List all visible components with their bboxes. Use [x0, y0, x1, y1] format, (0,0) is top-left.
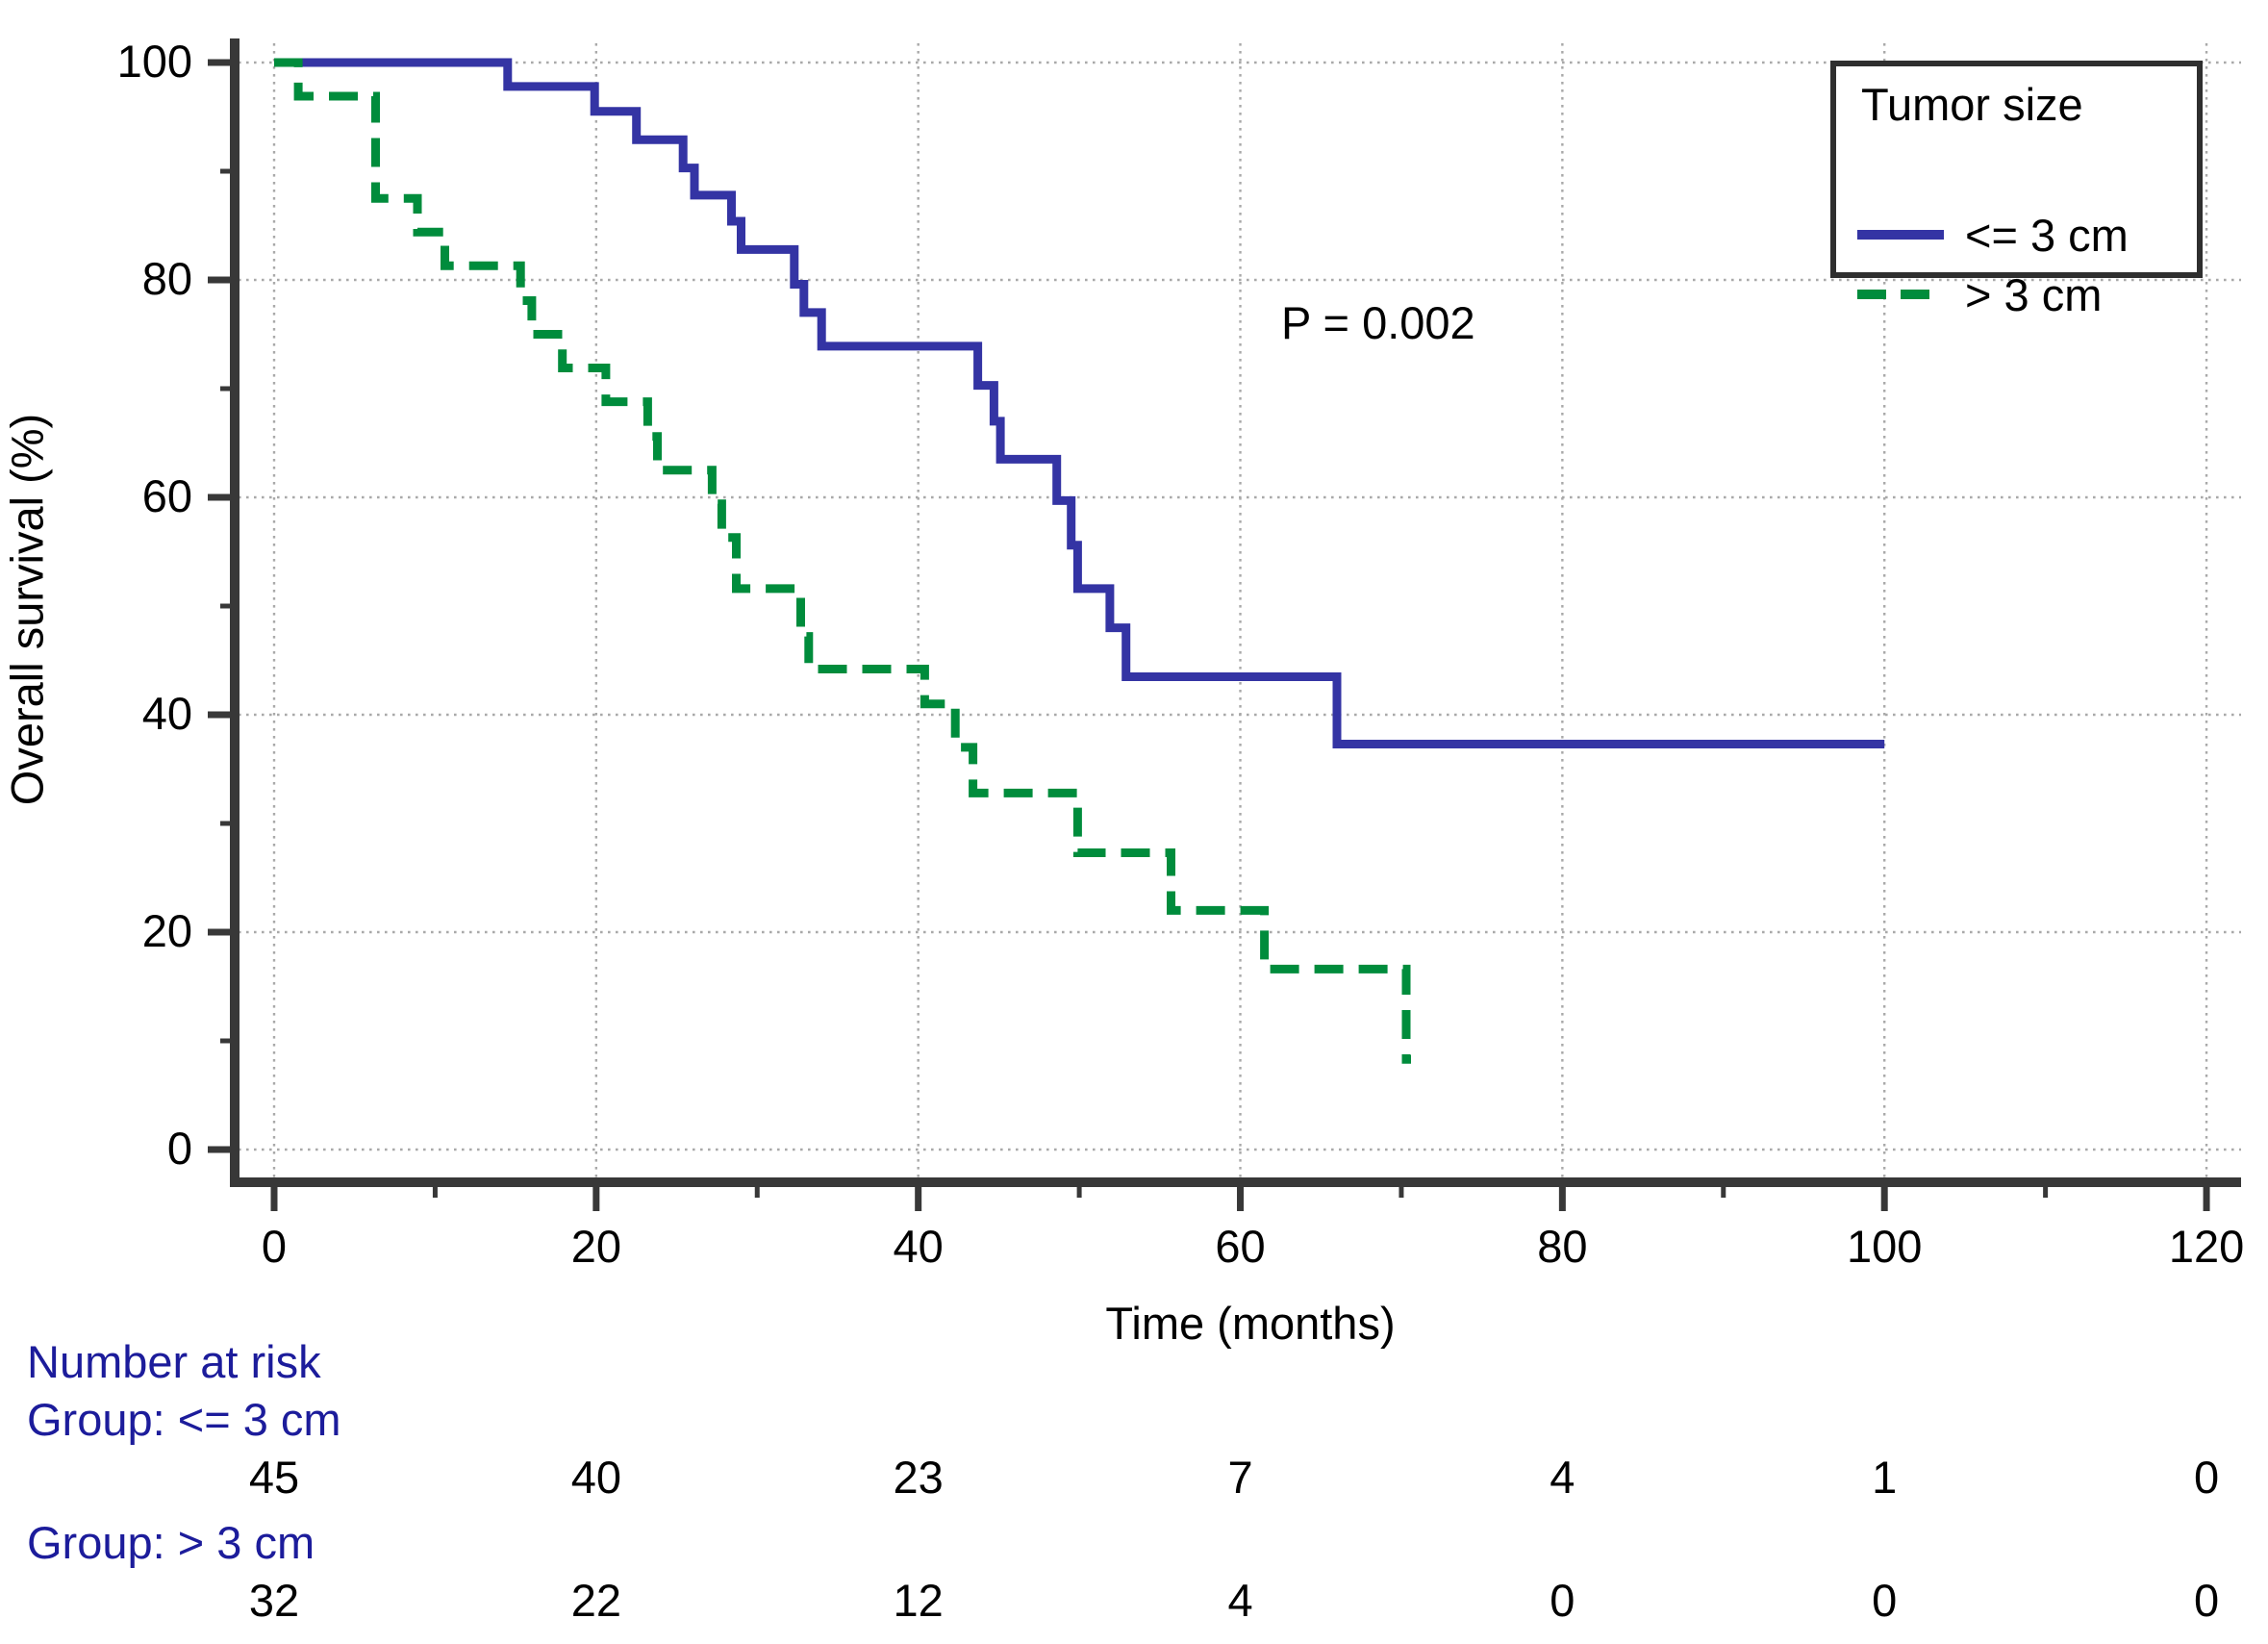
risk-count: 45 [248, 1452, 300, 1503]
legend-entry-le3cm: <= 3 cm [1836, 209, 2197, 261]
x-axis-title: Time (months) [1105, 1298, 1396, 1349]
y-tick-label: 80 [141, 253, 192, 304]
legend-entry-label: > 3 cm [1965, 269, 2103, 320]
risk-count: 4 [1227, 1575, 1253, 1626]
x-tick-label: 20 [570, 1221, 621, 1272]
risk-count: 0 [1872, 1575, 1898, 1626]
risk-count: 40 [570, 1452, 621, 1503]
risk-count: 23 [893, 1452, 944, 1503]
risk-count: 22 [570, 1575, 621, 1626]
legend-entry-label: <= 3 cm [1965, 210, 2129, 261]
dashed-line-swatch-icon [1857, 290, 1944, 299]
risk-count: 7 [1227, 1452, 1253, 1503]
legend-title: Tumor size [1861, 79, 2083, 130]
risk-count: 12 [893, 1575, 944, 1626]
p-value-annotation: P = 0.002 [1281, 297, 1475, 348]
risk-count: 1 [1872, 1452, 1898, 1503]
risk-table-header: Number at risk [27, 1336, 321, 1387]
x-tick-label: 0 [261, 1221, 288, 1272]
y-tick-label: 20 [141, 905, 192, 956]
y-tick-label: 60 [141, 470, 192, 521]
legend-box: Tumor size <= 3 cm > 3 cm [1830, 61, 2203, 320]
y-tick-label: 0 [166, 1123, 192, 1174]
solid-line-swatch-icon [1857, 230, 1944, 240]
x-tick-label: 120 [2168, 1221, 2245, 1272]
risk-count: 0 [2193, 1452, 2220, 1503]
x-tick-label: 40 [893, 1221, 944, 1272]
risk-count: 0 [2193, 1575, 2220, 1626]
x-tick-label: 100 [1846, 1221, 1923, 1272]
x-tick-label: 60 [1215, 1221, 1266, 1272]
risk-count: 4 [1550, 1452, 1575, 1503]
km-curve-gt3cm [274, 58, 1411, 1064]
y-axis-title: Overall survival (%) [1, 413, 53, 806]
legend-entry-gt3cm: > 3 cm [1836, 268, 2197, 320]
km-curve-le3cm [274, 58, 1885, 748]
x-tick-label: 80 [1537, 1221, 1588, 1272]
risk-group-label-le3cm: Group: <= 3 cm [27, 1394, 341, 1445]
y-tick-label: 40 [141, 688, 192, 739]
risk-group-label-gt3cm: Group: > 3 cm [27, 1517, 315, 1568]
risk-count: 0 [1550, 1575, 1575, 1626]
risk-count: 32 [248, 1575, 300, 1626]
y-tick-label: 100 [116, 36, 192, 87]
